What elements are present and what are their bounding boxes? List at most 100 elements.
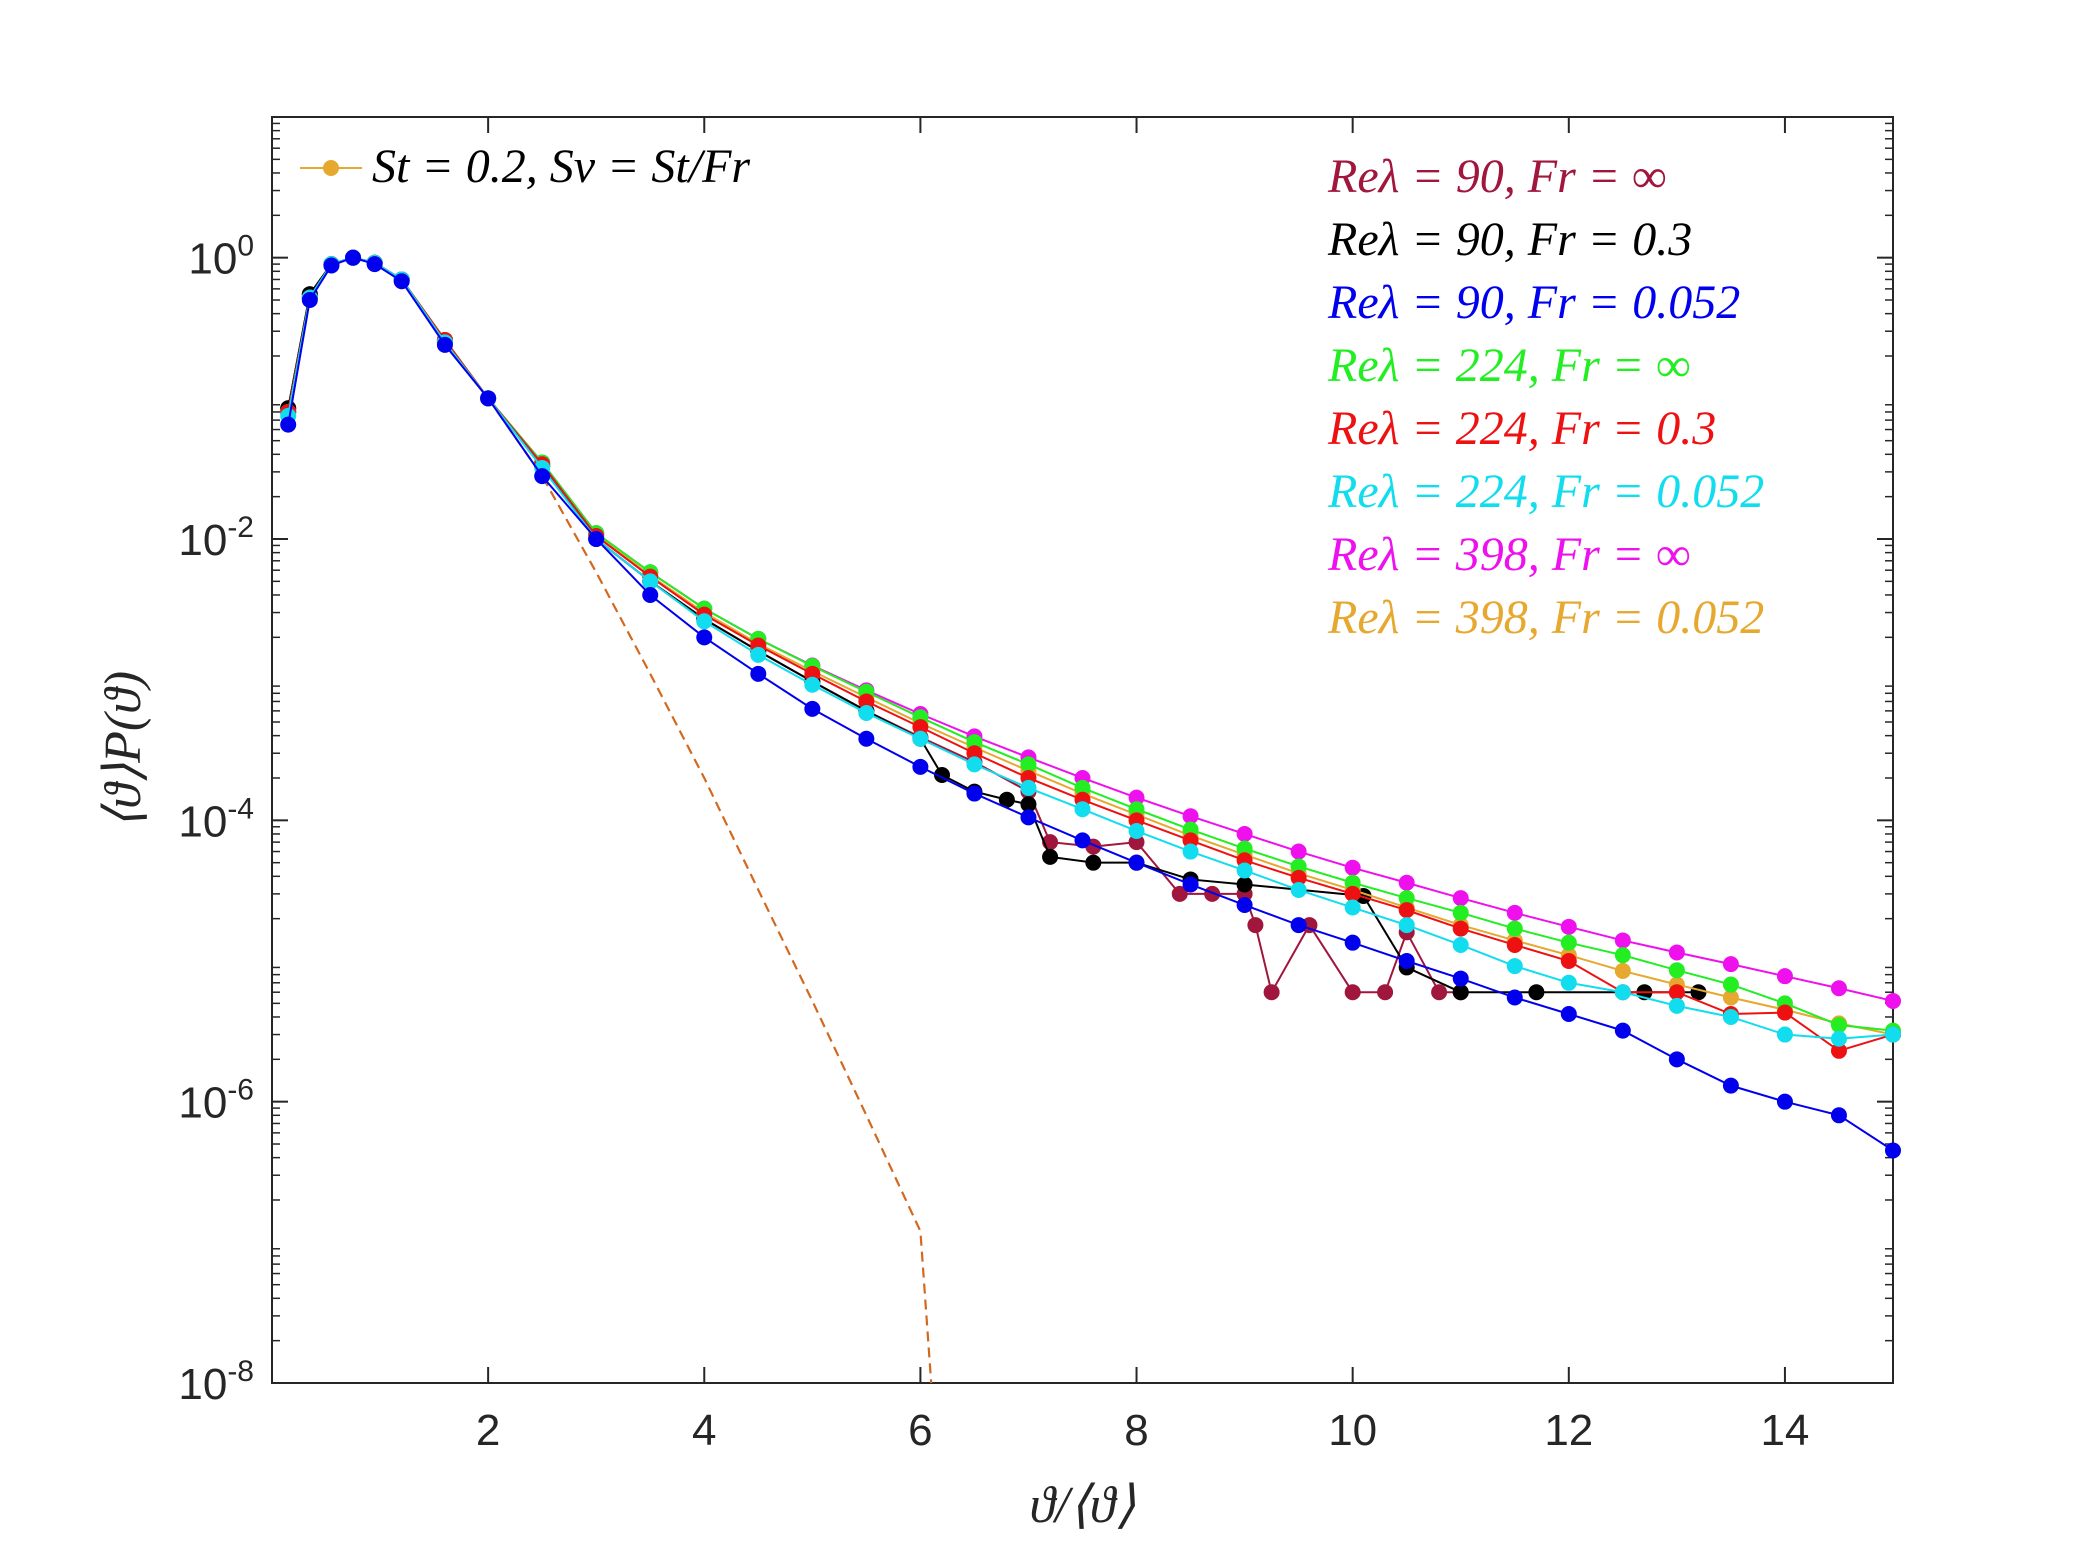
- data-point: [1085, 854, 1102, 871]
- data-point: [1236, 897, 1253, 914]
- y-tick-label: 10-4: [178, 792, 254, 846]
- data-point: [1885, 1142, 1901, 1159]
- data-point: [1614, 1022, 1631, 1039]
- data-point: [1452, 920, 1469, 937]
- data-point: [1236, 825, 1253, 842]
- data-point: [1560, 934, 1577, 951]
- series-group: [280, 249, 1901, 1159]
- data-point: [642, 586, 659, 603]
- data-point: [1344, 885, 1361, 902]
- data-point: [1614, 947, 1631, 964]
- data-point: [1344, 934, 1361, 951]
- data-point: [1830, 980, 1847, 997]
- data-point: [1668, 944, 1685, 961]
- data-point: [1776, 968, 1793, 985]
- annotation: St = 0.2, Sv = St/Fr: [300, 140, 750, 193]
- data-point: [280, 416, 297, 433]
- data-point: [696, 629, 713, 646]
- data-point: [1668, 962, 1685, 979]
- data-point: [1128, 822, 1145, 839]
- data-point: [1722, 976, 1739, 993]
- x-tick-label: 14: [1760, 1406, 1809, 1455]
- data-point: [1344, 874, 1361, 891]
- data-point: [1528, 984, 1545, 1001]
- data-point: [1722, 989, 1739, 1006]
- data-point: [998, 791, 1015, 808]
- data-point: [1398, 917, 1415, 934]
- data-point: [1506, 904, 1523, 921]
- data-point: [534, 468, 551, 485]
- data-point: [1290, 858, 1307, 875]
- x-tick-label: 8: [1124, 1406, 1148, 1455]
- x-tick-label: 6: [908, 1406, 932, 1455]
- data-point: [912, 719, 929, 736]
- data-point: [1398, 890, 1415, 907]
- data-point: [1776, 1026, 1793, 1043]
- series-line: [287, 256, 1894, 1040]
- data-point: [858, 730, 875, 747]
- data-point: [1431, 984, 1448, 1001]
- data-point: [1182, 832, 1199, 849]
- legend-entry: Reλ = 398, Fr = 0.052: [1327, 591, 1764, 644]
- data-point: [750, 665, 767, 682]
- reference-line: [487, 397, 933, 1384]
- data-point: [804, 700, 821, 717]
- data-point: [1722, 1008, 1739, 1025]
- x-tick-label: 12: [1544, 1406, 1593, 1455]
- data-point: [966, 745, 983, 762]
- data-point: [1830, 1017, 1847, 1034]
- data-point: [1776, 1004, 1793, 1021]
- legend-entry: Reλ = 224, Fr = 0.052: [1327, 465, 1764, 518]
- data-point: [366, 256, 383, 273]
- axis-ticks: 2 4 6 8 10 12 14 100 10-2 10-4 10-6 10-8: [178, 117, 1893, 1455]
- data-point: [1020, 756, 1037, 773]
- reference-curve: [487, 397, 933, 1384]
- data-point: [642, 573, 659, 590]
- data-point: [1560, 953, 1577, 969]
- data-point: [323, 257, 340, 274]
- legend-entry: Reλ = 90, Fr = 0.052: [1327, 276, 1740, 329]
- data-point: [1074, 832, 1091, 849]
- legend-entry: Reλ = 90, Fr = ∞: [1327, 150, 1666, 203]
- data-point: [966, 756, 983, 773]
- data-point: [1668, 997, 1685, 1014]
- data-point: [1614, 932, 1631, 949]
- data-point: [1452, 936, 1469, 953]
- data-point: [912, 758, 929, 775]
- data-point: [804, 676, 821, 693]
- legend-entry: Reλ = 224, Fr = 0.3: [1327, 402, 1716, 455]
- data-point: [1830, 1042, 1847, 1059]
- data-point: [1042, 848, 1059, 865]
- data-point: [1614, 984, 1631, 1001]
- data-point: [1452, 970, 1469, 987]
- data-point: [1074, 801, 1091, 818]
- data-point: [1560, 1005, 1577, 1022]
- data-point: [858, 693, 875, 710]
- data-point: [1344, 899, 1361, 916]
- data-point: [1722, 1077, 1739, 1094]
- data-point: [750, 646, 767, 663]
- data-point: [1074, 779, 1091, 796]
- data-point: [393, 273, 410, 290]
- x-tick-label: 10: [1328, 1406, 1377, 1455]
- data-point: [588, 531, 605, 547]
- data-point: [1171, 885, 1188, 902]
- series: [280, 249, 1901, 1159]
- data-point: [1560, 918, 1577, 935]
- data-point: [1506, 920, 1523, 937]
- data-point: [1182, 843, 1199, 860]
- data-point: [1290, 869, 1307, 886]
- data-point: [1398, 902, 1415, 919]
- data-point: [1885, 992, 1901, 1009]
- data-point: [1128, 801, 1145, 818]
- data-point: [1452, 984, 1469, 1001]
- data-point: [480, 390, 497, 407]
- legend-entry: Reλ = 90, Fr = 0.3: [1327, 213, 1692, 266]
- y-tick-label: 10-2: [178, 511, 254, 565]
- data-point: [1776, 1093, 1793, 1110]
- data-point: [436, 336, 453, 353]
- plot-frame: [271, 116, 1894, 1384]
- x-axis-label: ϑ/⟨ϑ⟩: [1029, 1477, 1135, 1534]
- y-axis-label: ⟨ϑ⟩P(ϑ): [95, 671, 152, 829]
